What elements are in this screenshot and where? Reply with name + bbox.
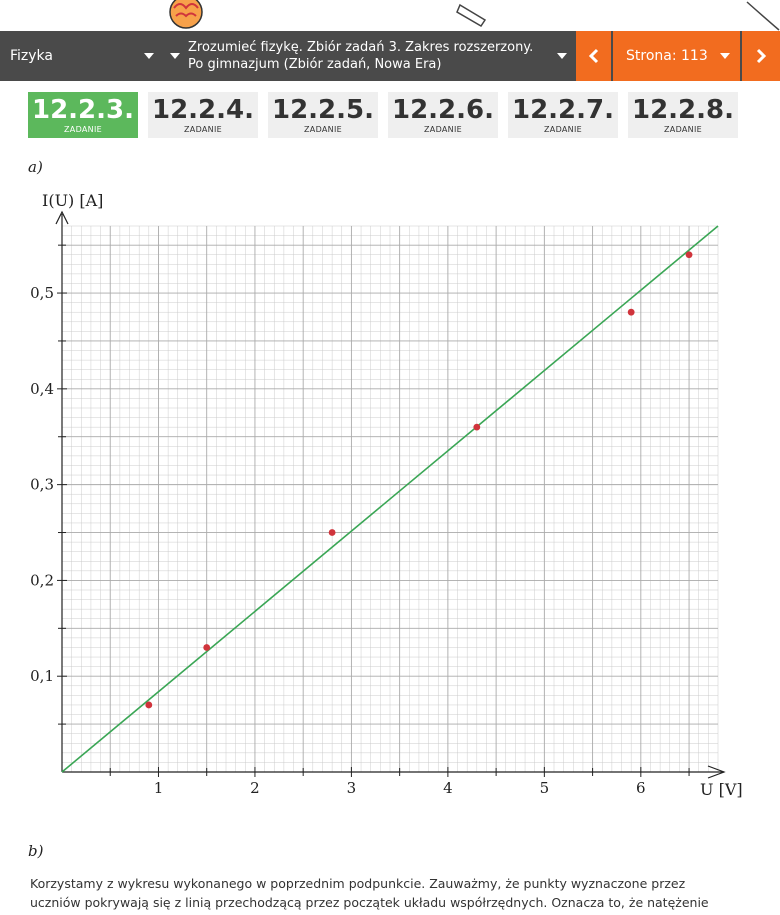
ticks [57,244,690,777]
tab-label: ZADANIE [424,125,462,134]
current-voltage-chart: 1 2 3 4 5 6 0,1 0,2 0,3 0,4 0,5 U [V] I(U) [A] [30,191,743,799]
part-b-label: b) [28,842,44,860]
tab-label: ZADANIE [304,125,342,134]
y-tick-label: 0,3 [30,476,54,494]
x-tick-label: 3 [347,779,357,797]
brain-mascot-icon [169,0,203,29]
tab-exercise-12-2-6[interactable]: 12.2.6. ZADANIE [388,92,498,138]
x-tick-label: 6 [636,779,646,797]
y-tick-label: 0,2 [30,571,54,589]
chart-area: 1 2 3 4 5 6 0,1 0,2 0,3 0,4 0,5 U [V] I(U) [A] [0,180,780,820]
tab-exercise-12-2-3[interactable]: 12.2.3. ZADANIE [28,92,138,138]
chevron-right-icon [756,48,767,64]
subject-dropdown[interactable]: Fizyka [0,31,160,81]
tab-number: 12.2.6. [392,95,494,125]
x-tick-label: 5 [540,779,550,797]
axes [55,210,726,779]
solution-text-line: uczniów pokrywają się z linią przechodzą… [30,895,709,910]
x-tick-label: 2 [250,779,260,797]
chevron-down-icon [557,53,567,59]
curve-doodle-icon [746,1,780,31]
data-point [685,251,693,259]
x-axis-label: U [V] [700,780,743,799]
top-banner [0,0,780,31]
tab-label: ZADANIE [64,125,102,134]
grid-minor [62,225,719,772]
pencil-doodle-icon [456,3,487,28]
tab-number: 12.2.5. [272,95,374,125]
data-point [473,423,481,431]
exercise-tabs: 12.2.3. ZADANIE 12.2.4. ZADANIE 12.2.5. … [28,92,748,138]
part-a-label: a) [28,158,43,176]
y-tick-label: 0,1 [30,667,54,685]
book-title: Zrozumieć fizykę. Zbiór zadań 3. Zakres … [188,40,534,72]
y-tick-label: 0,4 [30,380,54,398]
page-dropdown[interactable]: Strona: 113 [613,31,740,81]
chevron-left-icon [588,48,598,64]
tab-label: ZADANIE [664,125,702,134]
tab-number: 12.2.3. [32,95,134,125]
data-point [328,529,336,536]
data-point [145,701,153,709]
tab-exercise-12-2-7[interactable]: 12.2.7. ZADANIE [508,92,618,138]
solution-text: Korzystamy z wykresu wykonanego w poprze… [30,874,730,912]
chevron-down-icon [170,53,180,59]
tab-label: ZADANIE [544,125,582,134]
data-point [627,308,635,316]
grid-major [61,226,718,773]
y-axis-arrow-icon [55,210,69,225]
book-dropdown[interactable]: Zrozumieć fizykę. Zbiór zadań 3. Zakres … [160,31,575,81]
subject-label: Fizyka [10,48,53,64]
tick-labels: 1 2 3 4 5 6 0,1 0,2 0,3 0,4 0,5 [30,284,645,797]
y-axis-label: I(U) [A] [42,191,103,210]
tab-number: 12.2.7. [512,95,614,125]
tab-exercise-12-2-4[interactable]: 12.2.4. ZADANIE [148,92,258,138]
page-label: Strona: 113 [626,48,708,64]
fit-line [61,225,719,773]
previous-page-button[interactable] [576,31,611,81]
chevron-down-icon [144,53,154,59]
tab-number: 12.2.8. [632,95,734,125]
navigation-bar: Fizyka Zrozumieć fizykę. Zbiór zadań 3. … [0,31,780,81]
next-page-button[interactable] [742,31,780,81]
tab-number: 12.2.4. [152,95,254,125]
tab-exercise-12-2-5[interactable]: 12.2.5. ZADANIE [268,92,378,138]
x-tick-label: 1 [154,779,164,797]
chevron-down-icon [720,53,730,59]
x-tick-label: 4 [443,779,453,797]
tab-exercise-12-2-8[interactable]: 12.2.8. ZADANIE [628,92,738,138]
y-tick-label: 0,5 [30,284,54,302]
tab-label: ZADANIE [184,125,222,134]
solution-text-line: Korzystamy z wykresu wykonanego w poprze… [30,876,686,891]
data-point [203,644,211,651]
x-axis-arrow-icon [707,765,726,779]
data-points [145,251,693,709]
